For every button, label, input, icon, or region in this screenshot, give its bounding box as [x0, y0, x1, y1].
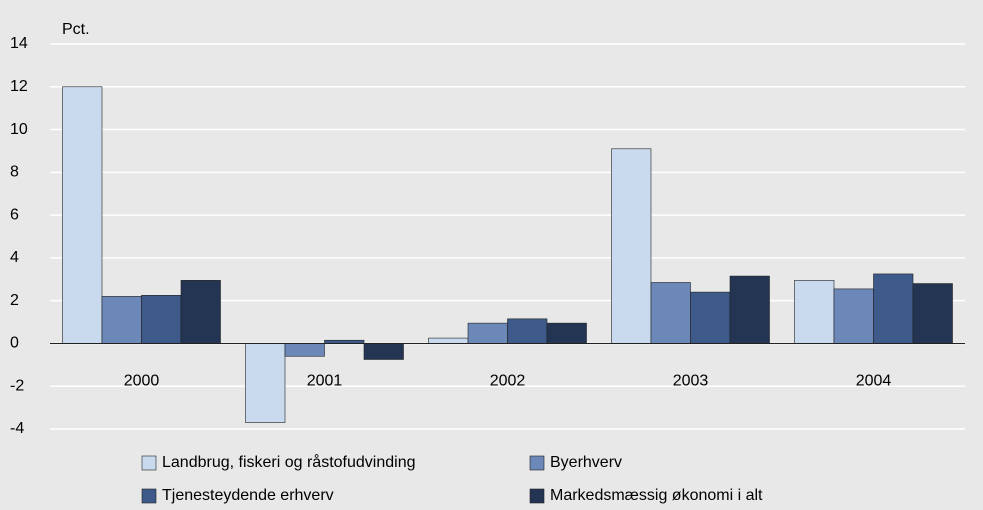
legend-swatch — [529, 455, 545, 471]
bar — [363, 343, 404, 360]
legend-label: Byerhverv — [550, 454, 622, 471]
legend-swatch — [141, 455, 157, 471]
bar — [467, 322, 508, 344]
legend-label: Landbrug, fiskeri og råstofudvinding — [162, 453, 416, 471]
bar — [62, 86, 103, 344]
y-tick-label: -2 — [10, 377, 24, 394]
y-tick-label: 2 — [10, 292, 19, 309]
y-tick-label: 8 — [10, 164, 19, 181]
y-tick-label: 4 — [10, 249, 19, 266]
legend-swatch — [141, 488, 157, 504]
y-tick-label: 12 — [10, 78, 28, 95]
x-tick-label: 2001 — [307, 373, 343, 390]
bar — [546, 322, 587, 344]
y-tick-label: 10 — [10, 121, 28, 138]
bar — [729, 275, 770, 344]
y-tick-label: -4 — [10, 420, 24, 437]
bar — [428, 337, 469, 344]
bar — [833, 288, 874, 344]
bar — [873, 273, 914, 344]
x-tick-label: 2002 — [490, 373, 526, 390]
y-tick-label: 6 — [10, 206, 19, 223]
bar — [794, 280, 835, 344]
legend-label: Markedsmæssig økonomi i alt — [550, 487, 763, 504]
y-tick-label: 14 — [10, 35, 28, 52]
bar — [141, 295, 182, 344]
bar — [180, 280, 221, 344]
bar — [284, 343, 325, 357]
bar — [507, 318, 548, 344]
bar — [101, 296, 142, 344]
bar — [912, 283, 953, 344]
x-tick-label: 2000 — [124, 373, 160, 390]
bar — [611, 148, 652, 344]
x-tick-label: 2003 — [673, 373, 709, 390]
bar — [245, 343, 286, 423]
x-tick-label: 2004 — [856, 373, 892, 390]
y-axis-label: Pct. — [62, 21, 90, 38]
y-tick-label: 0 — [10, 335, 19, 352]
bar — [690, 291, 731, 344]
legend-label: Tjenesteydende erhverv — [162, 487, 334, 504]
legend-swatch — [529, 488, 545, 504]
bar — [650, 282, 691, 344]
